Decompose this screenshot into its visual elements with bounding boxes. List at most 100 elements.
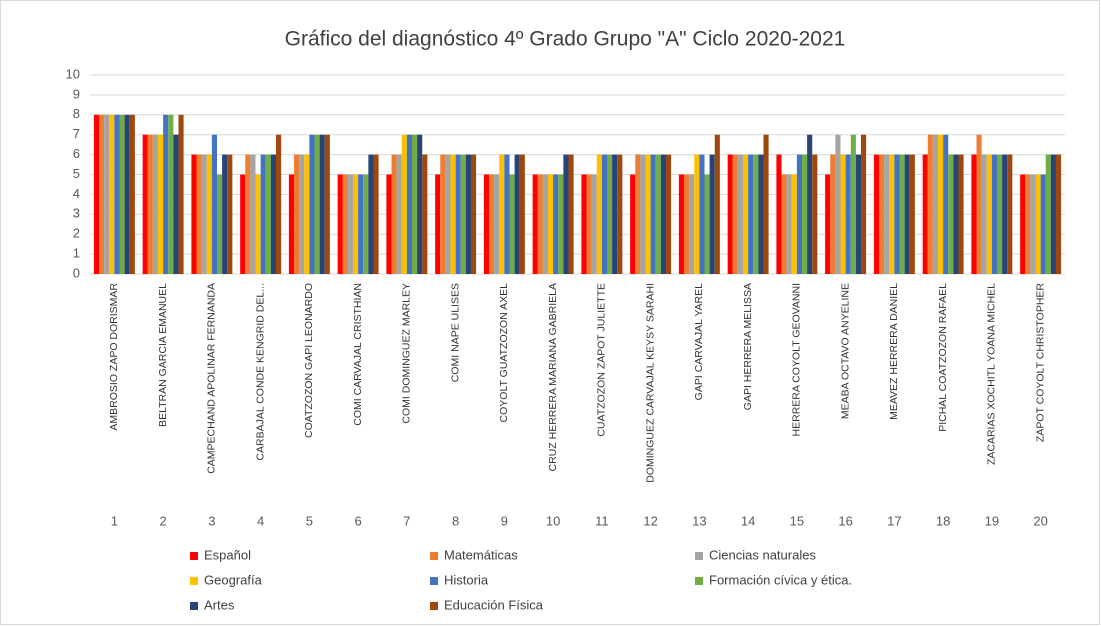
- x-tick-label: DOMINGUEZ CARVAJAL KEYSY SARAHI: [644, 283, 656, 483]
- bar: [894, 154, 900, 274]
- bar: [201, 154, 207, 274]
- bar: [617, 154, 623, 274]
- x-tick-number: 18: [936, 513, 950, 528]
- x-tick-number: 3: [208, 513, 215, 528]
- bar: [976, 134, 982, 274]
- bar: [373, 154, 379, 274]
- bar: [465, 154, 471, 274]
- bar: [178, 114, 184, 274]
- bar: [727, 154, 733, 274]
- x-tick-number: 4: [257, 513, 264, 528]
- legend-swatch: [430, 602, 438, 610]
- bar: [635, 154, 641, 274]
- legend-label: Artes: [204, 597, 235, 612]
- bar: [786, 174, 792, 274]
- x-tick-label: MEAVEZ HERRERA DANIEL: [888, 283, 900, 420]
- bar: [830, 154, 836, 274]
- bar: [650, 154, 656, 274]
- bar: [270, 154, 276, 274]
- legend-label: Matemáticas: [444, 547, 518, 562]
- bar: [630, 174, 636, 274]
- bar: [1025, 174, 1031, 274]
- bar: [835, 134, 841, 274]
- bar: [163, 114, 169, 274]
- bar: [401, 134, 407, 274]
- bar: [314, 134, 320, 274]
- bar: [660, 154, 666, 274]
- bar: [99, 114, 105, 274]
- bar: [558, 174, 564, 274]
- bar: [196, 154, 202, 274]
- bar: [470, 154, 477, 274]
- bar: [435, 174, 441, 274]
- bar: [953, 154, 959, 274]
- y-tick-label: 3: [73, 206, 80, 221]
- bar: [807, 134, 813, 274]
- x-tick-number: 12: [643, 513, 657, 528]
- y-tick-label: 10: [66, 66, 80, 81]
- bar: [255, 174, 261, 274]
- bar: [873, 154, 880, 274]
- bar: [93, 114, 100, 274]
- y-tick-label: 4: [73, 186, 80, 201]
- bar: [732, 154, 738, 274]
- bar: [124, 114, 130, 274]
- bar: [665, 154, 672, 274]
- bar: [791, 174, 797, 274]
- x-tick-number: 9: [501, 513, 508, 528]
- x-tick-label: HERRERA COYOLT GEOVANNI: [791, 283, 803, 436]
- bar: [743, 154, 749, 274]
- bar: [406, 134, 412, 274]
- bar: [386, 174, 392, 274]
- bar: [655, 154, 661, 274]
- bar: [147, 134, 153, 274]
- bar: [358, 174, 364, 274]
- bar: [114, 114, 120, 274]
- bar: [586, 174, 592, 274]
- bar: [581, 174, 587, 274]
- bar: [158, 134, 164, 274]
- x-tick-number: 13: [692, 513, 706, 528]
- bar: [1002, 154, 1008, 274]
- y-tick-label: 8: [73, 106, 80, 121]
- bar: [514, 154, 520, 274]
- bar: [699, 154, 705, 274]
- bar: [1050, 154, 1056, 274]
- bar: [460, 154, 466, 274]
- x-tick-label: COMI NAPE ULISES: [449, 283, 461, 382]
- bar: [494, 174, 500, 274]
- bar: [812, 154, 818, 274]
- bar: [422, 154, 428, 274]
- bar: [748, 154, 754, 274]
- bar: [489, 174, 495, 274]
- bar: [714, 134, 720, 274]
- bar: [553, 174, 559, 274]
- bar: [509, 174, 515, 274]
- x-tick-number: 1: [111, 513, 118, 528]
- bar: [288, 174, 295, 274]
- bar: [504, 154, 510, 274]
- bar: [368, 154, 374, 274]
- bar: [704, 174, 710, 274]
- bar: [211, 134, 217, 274]
- bar: [1007, 154, 1013, 274]
- bar: [845, 154, 851, 274]
- bar: [445, 154, 451, 274]
- x-tick-number: 2: [160, 513, 167, 528]
- bar: [294, 154, 300, 274]
- bar: [776, 154, 782, 274]
- bar: [689, 174, 695, 274]
- y-tick-label: 6: [73, 146, 80, 161]
- legend-swatch: [190, 552, 198, 560]
- bar: [142, 134, 148, 274]
- bar: [440, 154, 446, 274]
- bar: [855, 154, 861, 274]
- bar: [245, 154, 251, 274]
- bar: [1045, 154, 1051, 274]
- x-tick-number: 14: [741, 513, 755, 528]
- x-tick-number: 17: [887, 513, 901, 528]
- legend-swatch: [190, 577, 198, 585]
- bar: [299, 154, 305, 274]
- bar: [337, 174, 343, 274]
